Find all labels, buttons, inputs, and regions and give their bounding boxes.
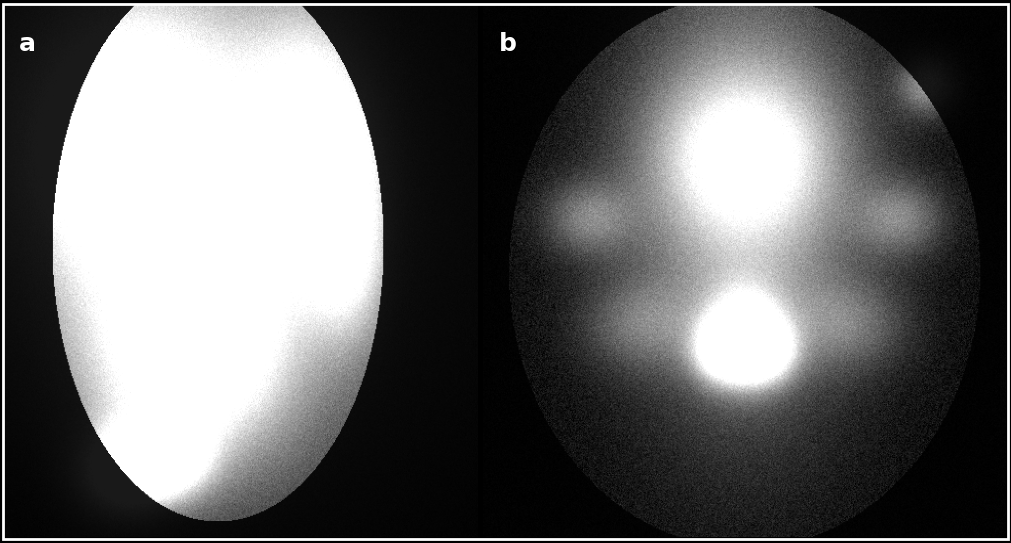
Text: b: b	[499, 32, 517, 56]
Text: a: a	[19, 32, 36, 56]
